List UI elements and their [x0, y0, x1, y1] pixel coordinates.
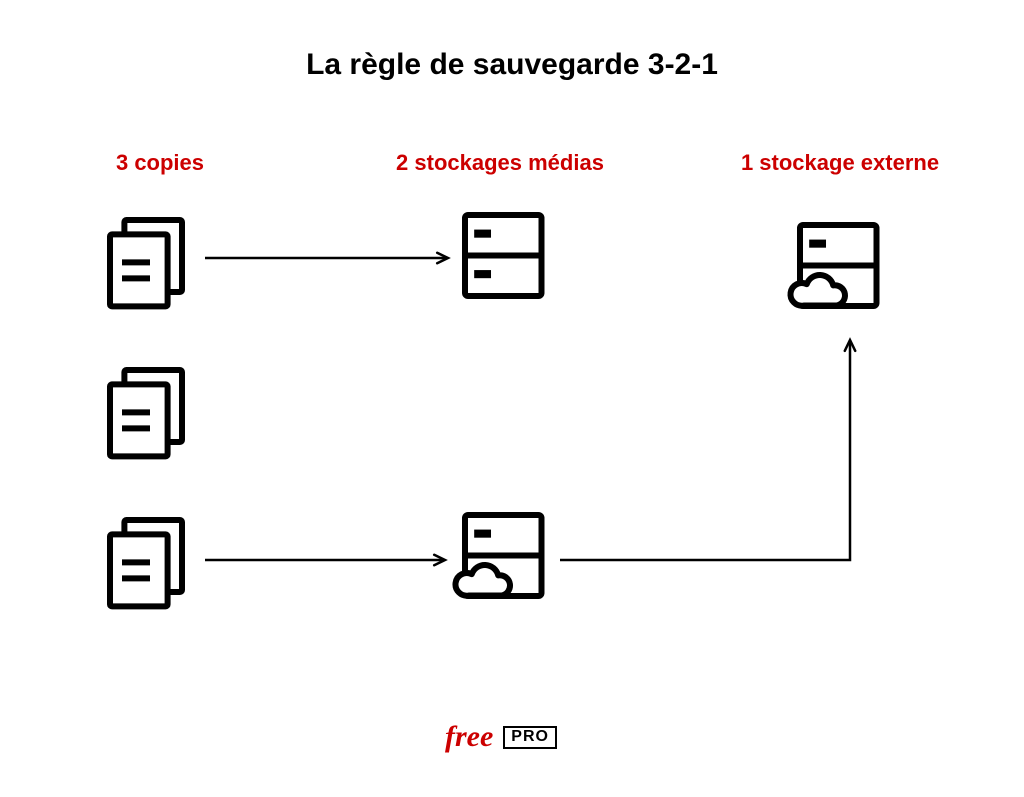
column-label-copies: 3 copies	[116, 150, 204, 176]
arrows-layer	[0, 0, 1024, 797]
column-label-storages: 2 stockages médias	[396, 150, 604, 176]
brand-logo: free PRO	[445, 720, 557, 754]
documents-icon	[110, 220, 182, 306]
arrow-doc1-to-server	[205, 253, 448, 263]
server-icon	[465, 215, 542, 296]
server-cloud-icon	[455, 515, 541, 596]
server-cloud-icon	[790, 225, 876, 306]
arrow-servercloud-to-external	[560, 340, 855, 560]
logo-pro-text: PRO	[503, 726, 557, 749]
logo-free-text: free	[445, 720, 493, 754]
documents-icon	[110, 520, 182, 606]
documents-icon	[110, 370, 182, 456]
column-label-external: 1 stockage externe	[741, 150, 939, 176]
arrow-doc3-to-servercloud	[205, 555, 445, 565]
icons-layer	[0, 0, 1024, 797]
page-title: La règle de sauvegarde 3-2-1	[0, 48, 1024, 82]
